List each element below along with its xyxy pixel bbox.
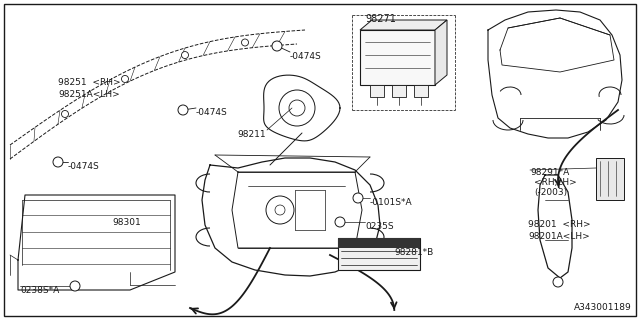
Circle shape (353, 193, 363, 203)
Text: 98271: 98271 (365, 14, 396, 24)
Text: -0474S: -0474S (290, 52, 322, 61)
Circle shape (122, 76, 129, 83)
Bar (414, 85, 428, 97)
Circle shape (53, 157, 63, 167)
Text: 98251A<LH>: 98251A<LH> (58, 90, 120, 99)
Text: -0474S: -0474S (68, 162, 100, 171)
Text: 0235S: 0235S (365, 222, 394, 231)
Text: 98201  <RH>: 98201 <RH> (528, 220, 591, 229)
Circle shape (70, 281, 80, 291)
Polygon shape (360, 20, 447, 30)
Text: 98301: 98301 (112, 218, 141, 227)
Text: -0474S: -0474S (196, 108, 228, 117)
Circle shape (178, 105, 188, 115)
Circle shape (553, 277, 563, 287)
Bar (392, 85, 406, 97)
Text: 0238S*A: 0238S*A (20, 286, 60, 295)
Circle shape (182, 52, 189, 59)
Polygon shape (435, 20, 447, 85)
Text: (-2003): (-2003) (534, 188, 567, 197)
Circle shape (61, 110, 68, 117)
Text: 98211: 98211 (237, 130, 266, 139)
Text: 98201A<LH>: 98201A<LH> (528, 232, 589, 241)
Bar (596, 158, 624, 200)
Text: 98281*B: 98281*B (394, 248, 433, 257)
Text: A343001189: A343001189 (574, 303, 632, 312)
Bar (338, 238, 420, 270)
Text: 98251  <RH>: 98251 <RH> (58, 78, 120, 87)
Bar (360, 30, 435, 85)
Circle shape (241, 39, 248, 46)
Text: <RH,LH>: <RH,LH> (534, 178, 577, 187)
Circle shape (272, 41, 282, 51)
Circle shape (335, 217, 345, 227)
Bar (338, 238, 420, 248)
Text: 98291*A: 98291*A (530, 168, 569, 177)
Text: -0101S*A: -0101S*A (370, 198, 413, 207)
Bar (370, 85, 384, 97)
